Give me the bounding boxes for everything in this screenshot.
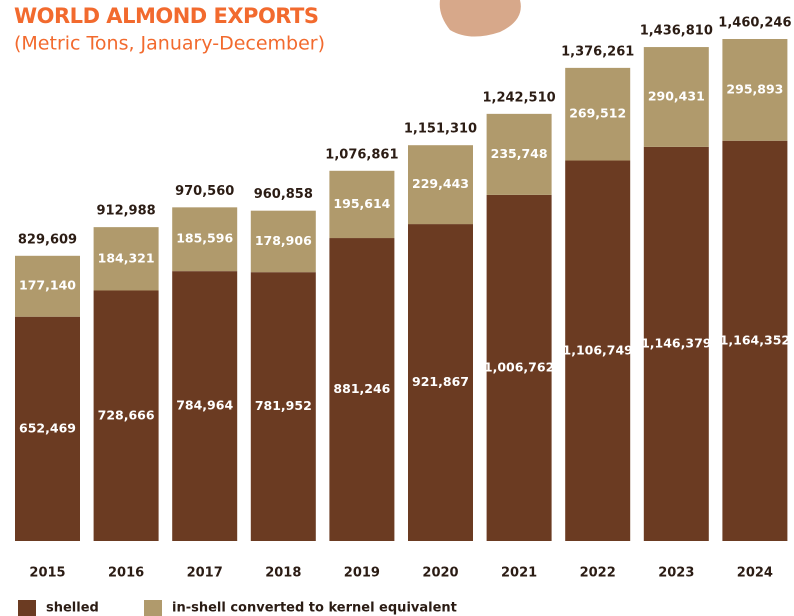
total-label: 1,151,310 [404,122,477,137]
x-tick-label: 2018 [265,566,301,581]
bar-segment [93,227,159,291]
value-label: 881,246 [333,381,390,396]
value-label: 184,321 [98,250,155,265]
x-tick-label: 2020 [422,566,458,581]
value-label: 195,614 [333,196,390,211]
bar-segment [250,210,316,273]
value-label: 921,867 [412,374,469,389]
chart-subtitle: (Metric Tons, January-December) [14,33,325,55]
value-label: 1,006,762 [484,359,554,374]
bar-segment [722,140,788,542]
value-label: 1,106,749 [563,342,633,357]
legend-swatch [144,600,162,616]
bar-segment [722,39,788,141]
bar-segment [565,160,631,541]
bar-segment [643,146,709,542]
bar-segment [172,207,238,272]
bar-segment [172,271,238,541]
total-label: 970,560 [175,184,234,199]
bar-segment [250,272,316,541]
total-label: 1,076,861 [325,147,398,162]
x-tick-label: 2023 [658,566,694,581]
value-label: 784,964 [176,398,233,413]
legend-label: shelled [46,601,99,616]
x-tick-label: 2019 [344,566,380,581]
value-label: 269,512 [569,106,626,121]
bar-segment [643,47,709,147]
almond-decoration [439,0,521,37]
bar-segment [15,255,80,317]
legend-swatch [18,600,36,616]
x-tick-label: 2024 [737,566,773,581]
bar-segment [486,113,552,195]
x-tick-label: 2015 [29,566,65,581]
chart-title: WORLD ALMOND EXPORTS [14,4,318,28]
value-label: 229,443 [412,176,469,191]
value-label: 295,893 [726,81,783,96]
bar-segment [408,145,473,225]
value-label: 728,666 [98,407,155,422]
value-label: 781,952 [255,398,312,413]
x-tick-label: 2022 [580,566,616,581]
legend-label: in-shell converted to kernel equivalent [172,601,457,616]
x-tick-label: 2017 [187,566,223,581]
value-label: 178,906 [255,233,312,248]
total-label: 1,460,246 [718,16,791,31]
value-label: 185,596 [176,231,233,246]
x-tick-label: 2016 [108,566,144,581]
bar-segment [329,238,395,541]
total-label: 1,376,261 [561,44,634,59]
bar-segment [329,170,395,239]
bar-segment [408,224,473,541]
value-label: 1,164,352 [720,332,790,347]
value-label: 652,469 [19,420,76,435]
value-label: 1,146,379 [641,335,711,350]
value-label: 235,748 [491,146,548,161]
total-label: 829,609 [18,232,77,247]
total-label: 960,858 [254,187,313,202]
total-label: 1,242,510 [482,90,555,105]
bar-segment [15,316,80,541]
value-label: 290,431 [648,88,705,103]
total-label: 1,436,810 [640,24,713,39]
total-label: 912,988 [96,204,155,219]
bar-segment [93,290,159,541]
x-tick-label: 2021 [501,566,537,581]
bar-segment [565,67,631,161]
value-label: 177,140 [19,278,76,293]
bar-segment [486,194,552,541]
